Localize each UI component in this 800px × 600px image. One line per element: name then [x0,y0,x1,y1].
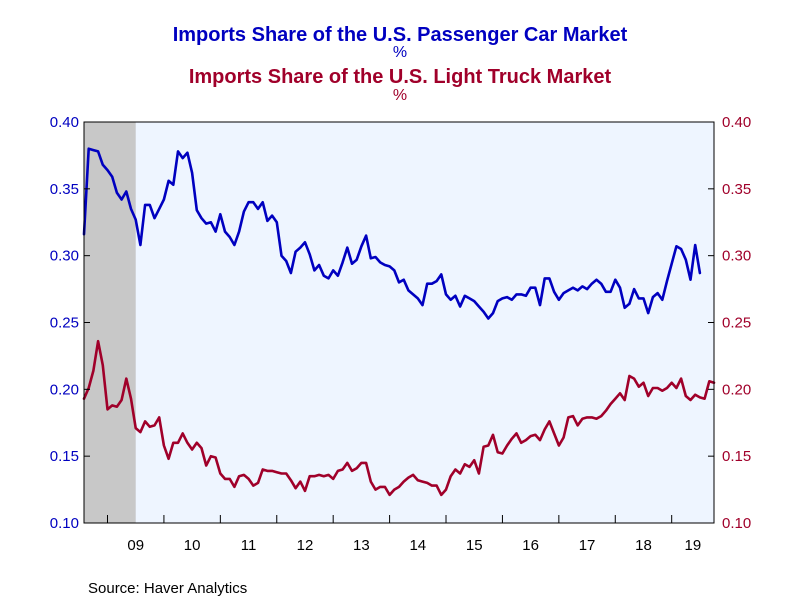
recession-shading [84,122,136,523]
series-layer [82,147,716,497]
source-note: Source: Haver Analytics [88,580,247,597]
chart-title-1: Imports Share of the U.S. Passenger Car … [173,24,628,46]
x-tick-label-11: 11 [241,537,257,554]
x-tick-label-14: 14 [409,537,426,554]
y-left-tick-label-1: 0.15 [50,448,79,465]
x-tick-label-09: 09 [127,537,144,554]
axes-layer: 0.10 0.15 0.20 0.25 0.30 0.35 0.40 0.10 0.15 0.20… [50,114,751,554]
y-right-tick-label-1: 0.15 [722,448,751,465]
series-line-1 [82,147,702,320]
y-right-tick-label-3: 0.25 [722,315,751,332]
x-tick-label-17: 17 [579,537,596,554]
y-left-tick-label-6: 0.40 [50,114,79,131]
x-tick-label-10: 10 [184,537,201,554]
series-line-2 [82,339,716,497]
y-right-tick-label-2: 0.20 [722,381,751,398]
chart-unit-1: % [393,44,407,61]
y-left-tick-label-2: 0.20 [50,381,79,398]
x-tick-label-19: 19 [684,537,701,554]
x-tick-label-12: 12 [297,537,314,554]
x-tick-label-16: 16 [522,537,539,554]
plot-area [84,122,714,523]
y-right-tick-label-6: 0.40 [722,114,751,131]
x-tick-label-13: 13 [353,537,370,554]
y-left-tick-label-5: 0.35 [50,181,79,198]
y-right-tick-label-5: 0.35 [722,181,751,198]
y-left-tick-label-0: 0.10 [50,515,79,532]
x-tick-label-15: 15 [466,537,483,554]
chart-unit-2: % [393,87,407,104]
y-left-tick-label-3: 0.25 [50,315,79,332]
chart-title-2: Imports Share of the U.S. Light Truck Ma… [189,66,612,88]
y-right-tick-label-4: 0.30 [722,248,751,265]
y-left-tick-label-4: 0.30 [50,248,79,265]
x-tick-label-18: 18 [635,537,652,554]
y-right-tick-label-0: 0.10 [722,515,751,532]
